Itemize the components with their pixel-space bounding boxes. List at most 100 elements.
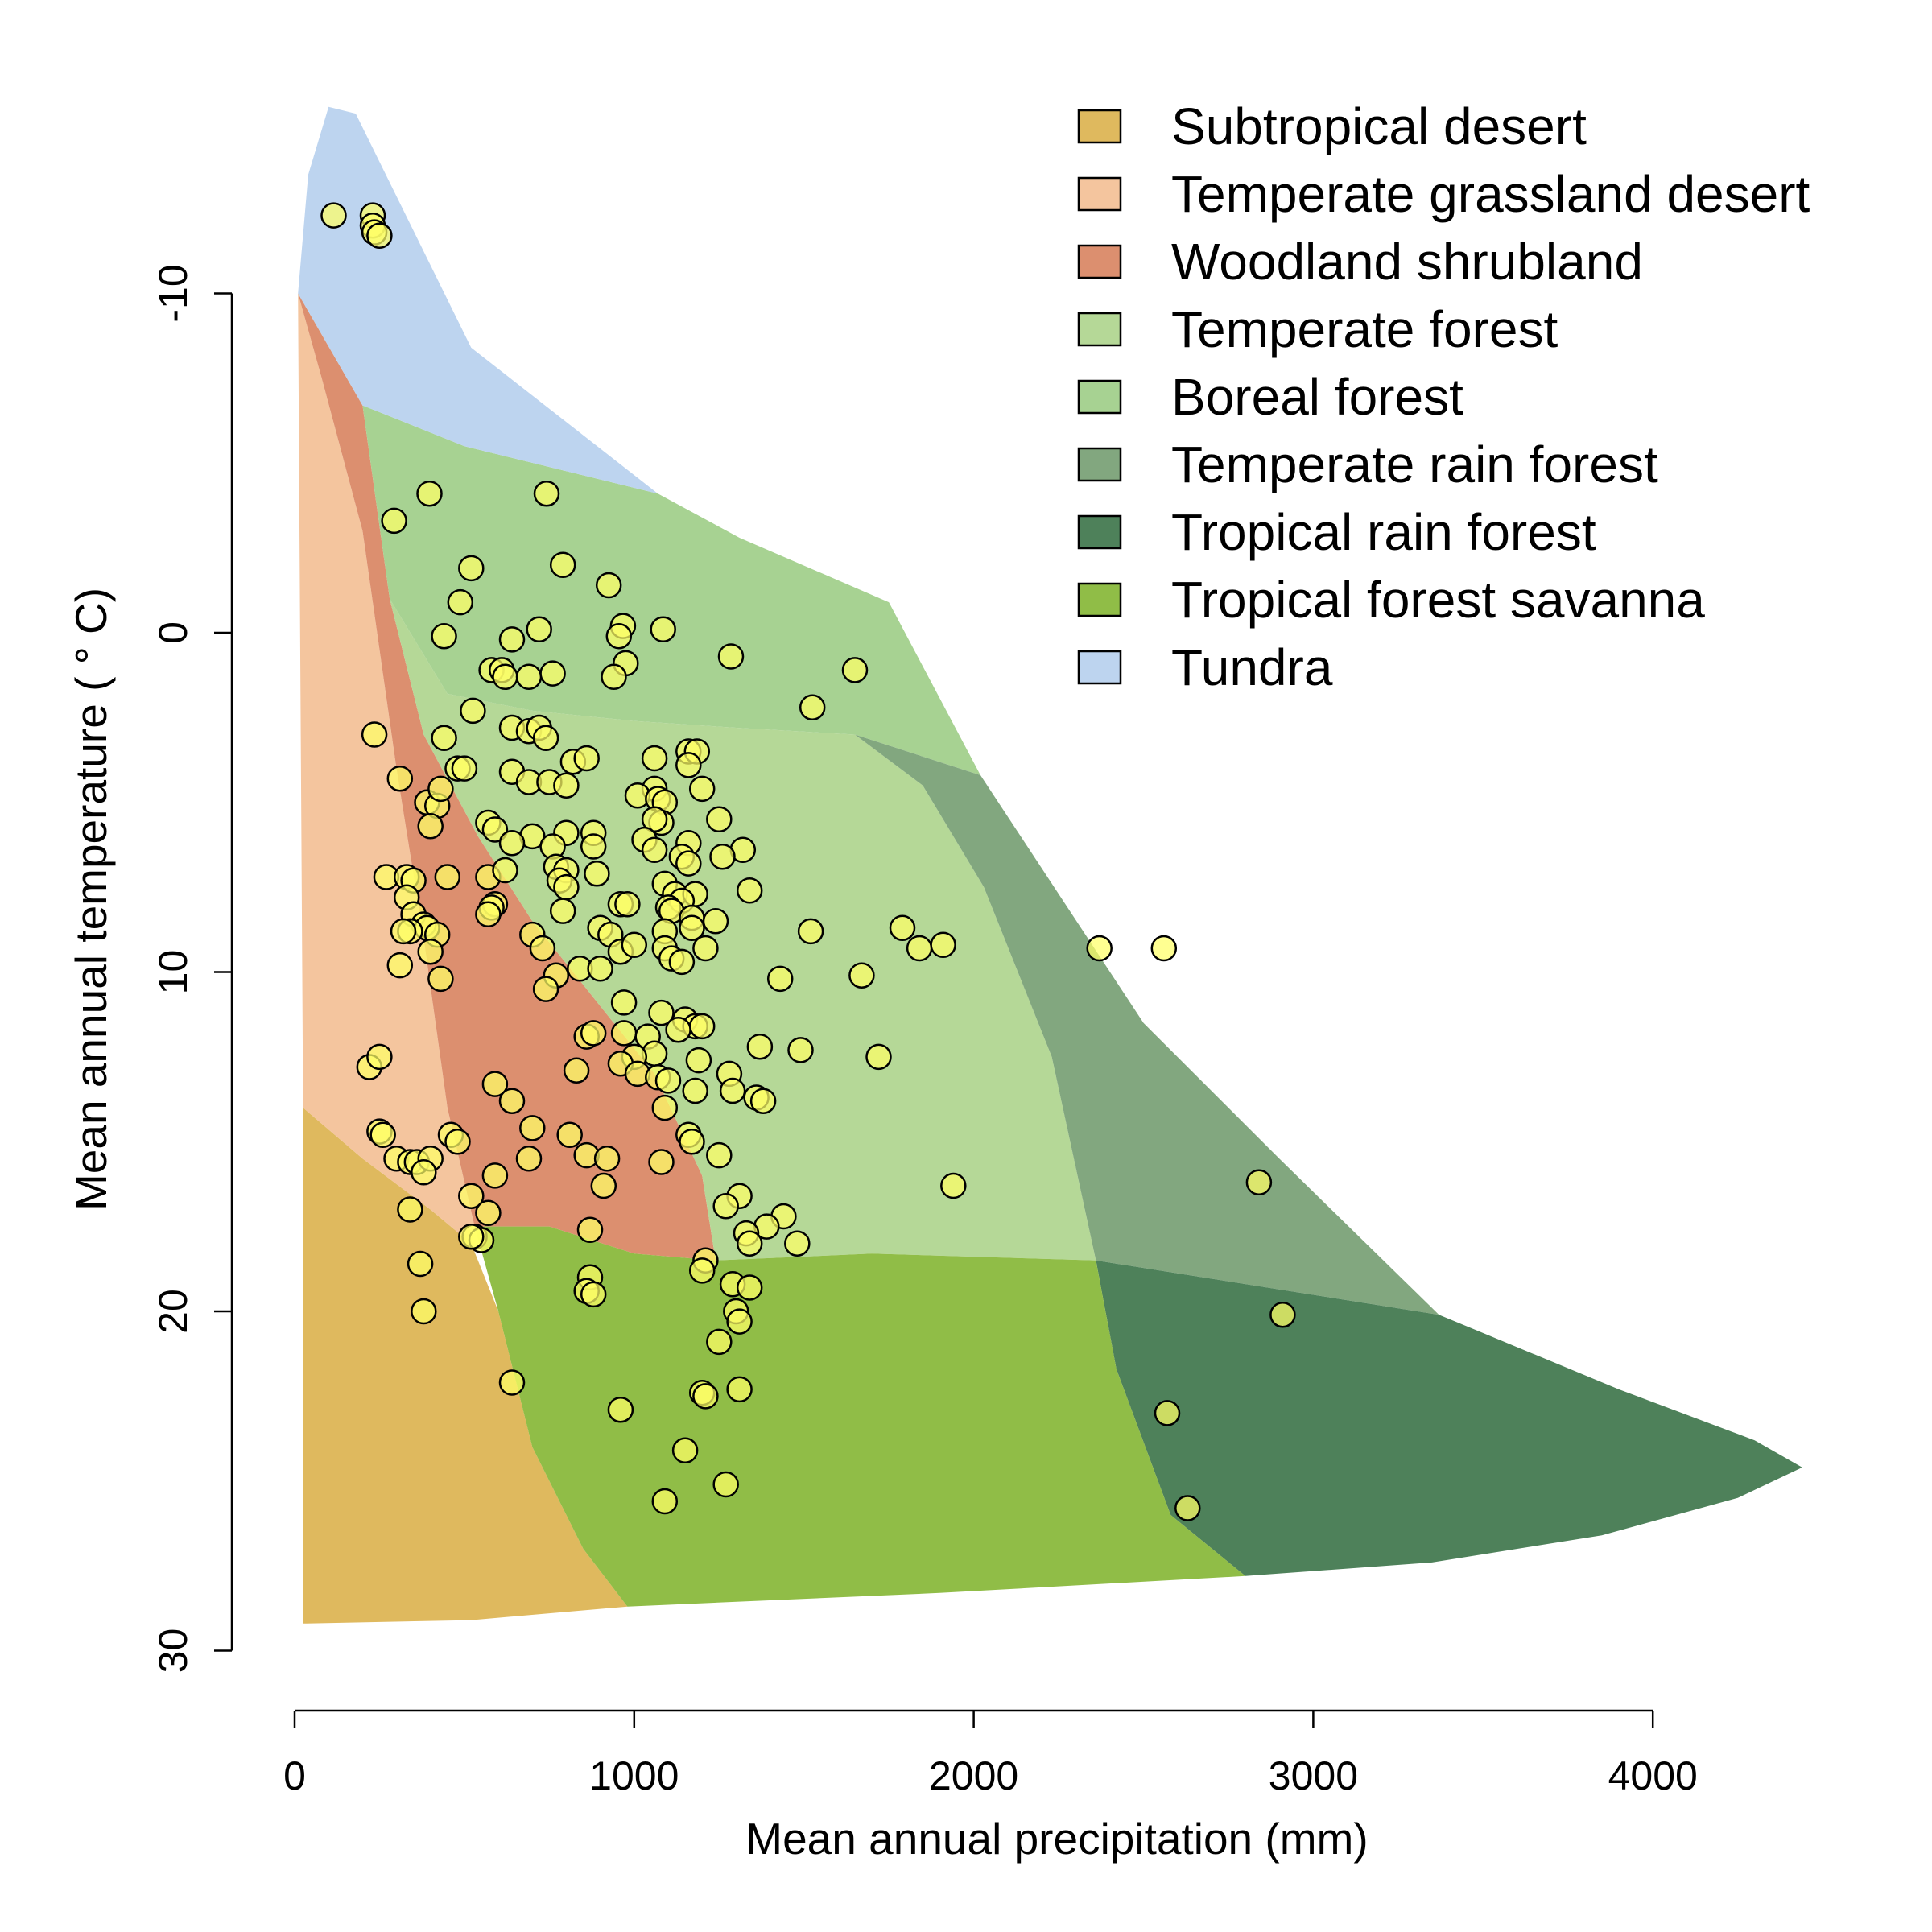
data-point [584, 861, 610, 887]
legend-swatch [1077, 244, 1122, 279]
data-point [498, 626, 526, 653]
data-point [648, 999, 675, 1026]
data-point [712, 1471, 739, 1498]
legend-label: Temperate forest [1171, 300, 1558, 358]
legend-item-subtropical-desert: Subtropical desert [1077, 97, 1587, 155]
data-point [563, 1057, 590, 1084]
legend-swatch [1077, 514, 1122, 550]
data-point [688, 775, 716, 803]
data-point [706, 1141, 733, 1169]
data-point [431, 622, 457, 650]
data-point [717, 643, 745, 670]
data-point [930, 931, 956, 959]
data-point [766, 965, 794, 993]
data-point [651, 1094, 679, 1121]
data-point [706, 1328, 733, 1356]
data-point [726, 1308, 753, 1335]
data-point [593, 1146, 621, 1172]
data-point [641, 836, 668, 864]
y-tick-label: 30 [151, 1629, 196, 1674]
legend-item-tropical-rain-forest: Tropical rain forest [1077, 503, 1596, 561]
data-point [621, 931, 648, 959]
data-point [797, 918, 824, 945]
data-point [1086, 935, 1113, 962]
data-point [553, 772, 580, 799]
data-point [320, 202, 347, 229]
legend-swatch [1077, 650, 1122, 685]
data-point [605, 622, 633, 650]
data-point [386, 952, 414, 979]
data-point [556, 1121, 583, 1149]
data-point [539, 660, 566, 687]
data-point [889, 914, 916, 941]
data-point [366, 222, 393, 250]
data-point [940, 1172, 967, 1199]
data-point [719, 1077, 746, 1104]
data-point [580, 1020, 607, 1046]
y-tick-label: -10 [151, 264, 196, 322]
legend-item-temperate-rain-forest: Temperate rain forest [1077, 436, 1658, 493]
data-point [1174, 1495, 1201, 1521]
legend-label: Woodland shrubland [1171, 233, 1643, 291]
data-point [533, 480, 560, 507]
data-point [682, 1077, 708, 1104]
x-tick-label: 1000 [589, 1753, 679, 1798]
data-point [475, 1199, 502, 1227]
y-tick-label: 20 [151, 1289, 196, 1334]
y-tick-label: 0 [151, 621, 196, 644]
legend-item-temperate-forest: Temperate forest [1077, 300, 1558, 358]
data-point [787, 1037, 814, 1063]
data-point [736, 877, 763, 904]
data-point [481, 816, 509, 843]
data-point [590, 1172, 617, 1199]
data-point [498, 1369, 526, 1396]
data-point [702, 908, 729, 935]
legend-item-tundra: Tundra [1077, 638, 1333, 696]
legend-item-woodland-shrubland: Woodland shrubland [1077, 233, 1643, 291]
data-point [381, 507, 407, 535]
data-point [906, 935, 933, 962]
legend: Subtropical desert Temperate grassland de… [1077, 97, 1810, 696]
data-point [610, 989, 638, 1016]
x-axis-title: Mean annual precipitation (mm) [745, 1814, 1368, 1864]
data-point [553, 873, 580, 901]
data-point [458, 1183, 485, 1209]
data-point [397, 1196, 423, 1223]
data-point [736, 1230, 763, 1257]
data-point [685, 1046, 712, 1074]
data-point [451, 755, 478, 782]
data-point [532, 724, 559, 751]
data-point [492, 857, 518, 884]
data-point [614, 890, 641, 918]
data-point [407, 1250, 434, 1278]
legend-label: Subtropical desert [1171, 97, 1587, 155]
data-point [447, 588, 474, 616]
y-axis-title: Mean annual temperature ( ° C) [66, 588, 116, 1211]
data-point [692, 935, 719, 962]
data-point [458, 1224, 485, 1250]
biome-region-temperate-rain-forest [855, 734, 1439, 1315]
data-point [427, 775, 454, 803]
data-point [390, 918, 417, 945]
data-point [411, 1298, 437, 1325]
data-point [532, 976, 559, 1002]
data-point [369, 1121, 396, 1149]
data-point [671, 1437, 699, 1464]
data-point [576, 1216, 604, 1244]
data-point [1150, 935, 1178, 962]
legend-swatch [1077, 109, 1122, 144]
data-point [841, 657, 869, 683]
data-point [361, 721, 388, 748]
data-point [746, 1033, 774, 1060]
data-point [749, 1088, 777, 1114]
biome-region-subtropical-desert [303, 1108, 628, 1624]
legend-item-temperate-grassland-desert: Temperate grassland desert [1077, 165, 1810, 223]
data-point [519, 1115, 546, 1141]
data-point [492, 663, 518, 691]
x-tick-label: 3000 [1269, 1753, 1358, 1798]
data-point [784, 1230, 811, 1257]
data-point [610, 1020, 638, 1046]
data-point [688, 1013, 716, 1040]
y-tick-label: 10 [151, 950, 196, 995]
